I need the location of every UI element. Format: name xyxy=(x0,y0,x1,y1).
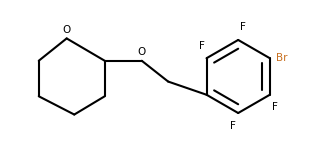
Text: O: O xyxy=(63,25,71,35)
Text: F: F xyxy=(230,121,236,131)
Text: O: O xyxy=(138,47,146,57)
Text: F: F xyxy=(240,22,246,32)
Text: Br: Br xyxy=(276,53,288,63)
Text: F: F xyxy=(198,41,204,51)
Text: F: F xyxy=(272,102,278,112)
